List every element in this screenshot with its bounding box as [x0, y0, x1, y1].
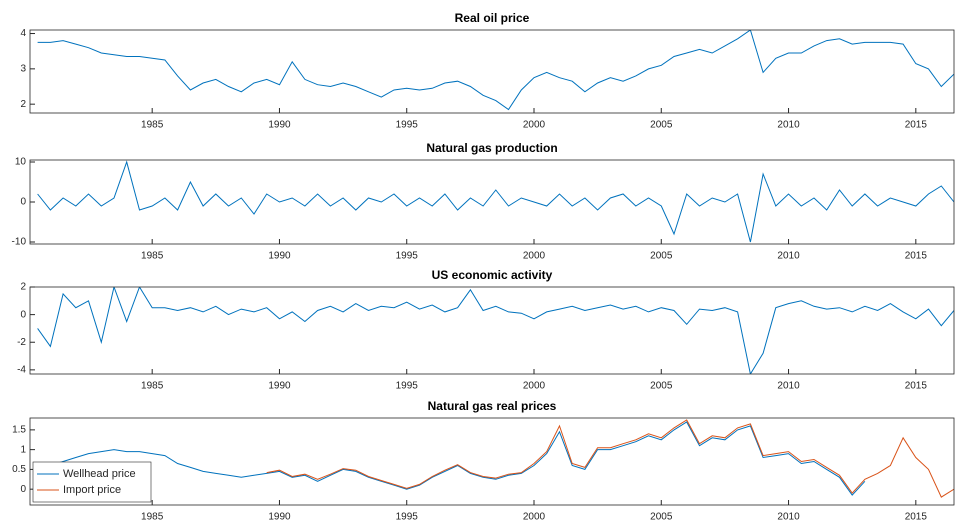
y-tick-label: 0	[20, 197, 26, 208]
x-tick-label: 2000	[523, 512, 546, 523]
axes-box	[29, 159, 955, 245]
x-tick-label: 2015	[905, 512, 928, 523]
x-tick-label: 2010	[777, 512, 800, 523]
x-tick-label: 1990	[268, 120, 291, 131]
x-tick-label: 2010	[777, 120, 800, 131]
x-tick-label: 2005	[650, 381, 673, 392]
y-tick-label: 3	[20, 63, 26, 74]
panel-title: US economic activity	[432, 268, 553, 282]
y-tick-label: 0	[20, 484, 26, 495]
line	[37, 160, 954, 243]
x-tick-label: 1990	[268, 512, 291, 523]
x-tick-label: 2005	[650, 512, 673, 523]
axes-box	[29, 417, 955, 506]
x-tick-label: 2005	[650, 251, 673, 262]
line	[266, 419, 954, 498]
line	[37, 30, 954, 111]
line	[37, 421, 866, 496]
y-tick-label: -4	[17, 364, 26, 375]
y-tick-label: 1.5	[12, 425, 26, 436]
y-tick-label: 0.5	[12, 464, 26, 475]
axes-box	[29, 29, 955, 114]
panel-title: Natural gas real prices	[428, 399, 557, 413]
x-tick-label: 1995	[396, 512, 419, 523]
y-tick-label: 4	[20, 28, 26, 39]
x-tick-label: 1985	[141, 120, 164, 131]
x-tick-label: 2015	[905, 120, 928, 131]
panel-title: Natural gas production	[426, 141, 557, 155]
x-tick-label: 2015	[905, 251, 928, 262]
x-tick-label: 1995	[396, 120, 419, 131]
x-tick-label: 1985	[141, 381, 164, 392]
line	[37, 287, 954, 374]
y-tick-label: 10	[15, 157, 27, 168]
x-tick-label: 1985	[141, 512, 164, 523]
legend-label: Wellhead price	[63, 468, 136, 480]
x-tick-label: 2010	[777, 251, 800, 262]
y-tick-label: -10	[12, 237, 27, 248]
x-tick-label: 1995	[396, 251, 419, 262]
x-tick-label: 2000	[523, 381, 546, 392]
y-tick-label: 0	[20, 309, 26, 320]
legend-box	[32, 461, 152, 503]
y-tick-label: 2	[20, 282, 26, 293]
y-tick-label: 1	[20, 444, 26, 455]
legend-label: Import price	[63, 484, 121, 496]
x-tick-label: 1995	[396, 381, 419, 392]
x-tick-label: 1985	[141, 251, 164, 262]
y-tick-label: -2	[17, 337, 26, 348]
x-tick-label: 1990	[268, 251, 291, 262]
x-tick-label: 1990	[268, 381, 291, 392]
axes-box	[29, 286, 955, 375]
x-tick-label: 2000	[523, 120, 546, 131]
panel-title: Real oil price	[455, 11, 530, 25]
x-tick-label: 2005	[650, 120, 673, 131]
y-tick-label: 2	[20, 99, 26, 110]
x-tick-label: 2015	[905, 381, 928, 392]
x-tick-label: 2000	[523, 251, 546, 262]
x-tick-label: 2010	[777, 381, 800, 392]
